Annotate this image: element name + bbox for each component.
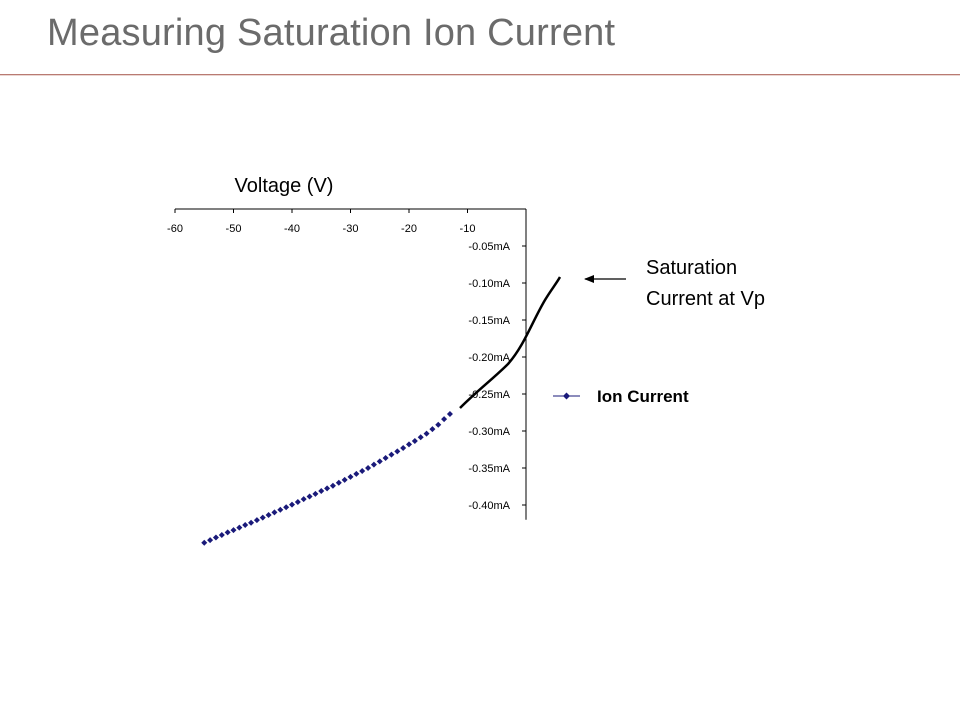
data-point	[259, 514, 266, 521]
x-tick-label: -40	[284, 223, 300, 235]
data-point	[406, 441, 412, 448]
data-point	[388, 451, 395, 458]
data-point	[382, 455, 389, 462]
data-point	[294, 499, 301, 506]
legend-diamond-icon	[563, 392, 570, 400]
series-ion-current	[201, 410, 453, 546]
data-point	[324, 485, 331, 492]
y-tick-label: -0.10mA	[468, 278, 510, 290]
data-point	[347, 473, 354, 480]
x-tick-label: -10	[460, 223, 476, 235]
title-divider	[0, 74, 960, 75]
data-point	[353, 470, 360, 477]
data-point	[212, 534, 219, 541]
data-point	[242, 521, 249, 528]
axes: -60 -50 -40 -30 -20 -10 -0.05mA -0.10mA -0.15mA -…	[167, 208, 527, 520]
x-tick-label: -30	[343, 223, 359, 235]
data-point	[224, 529, 231, 536]
data-point	[441, 416, 448, 423]
y-tick-label: -0.35mA	[468, 463, 510, 475]
data-point	[329, 482, 336, 489]
y-tick-label: -0.20mA	[468, 352, 510, 364]
slide-title: Measuring Saturation Ion Current	[47, 12, 616, 54]
data-point	[318, 487, 325, 494]
data-point	[359, 467, 366, 474]
data-point	[236, 524, 243, 531]
y-tick-label: -0.15mA	[468, 315, 510, 327]
data-point	[306, 493, 313, 500]
data-point	[283, 504, 290, 511]
data-point	[435, 421, 442, 428]
x-tick-label: -60	[167, 223, 183, 235]
x-tick-label: -50	[226, 223, 242, 235]
y-tick-label: -0.40mA	[468, 500, 510, 512]
title-divider-shadow	[0, 75, 960, 76]
annotation-line-2: Current at Vp	[646, 288, 765, 310]
data-point	[376, 458, 383, 465]
annotation-layer	[459, 275, 626, 409]
data-point	[265, 511, 272, 518]
data-point	[446, 410, 453, 417]
x-axis-title: Voltage (V)	[235, 175, 334, 197]
data-point	[300, 496, 307, 503]
data-point	[271, 509, 278, 516]
data-point	[277, 506, 284, 513]
data-point	[394, 448, 401, 455]
annotation-line-1: Saturation	[646, 257, 737, 279]
data-point	[248, 519, 255, 526]
saturation-fit-curve	[459, 276, 562, 409]
series-layer	[201, 410, 453, 546]
data-point	[370, 461, 377, 468]
x-tick-label: -20	[401, 223, 417, 235]
y-tick-label: -0.30mA	[468, 426, 510, 438]
y-tick-label: -0.25mA	[468, 389, 510, 401]
legend-label: Ion Current	[597, 387, 689, 406]
data-point	[207, 537, 214, 544]
y-tick-label: -0.05mA	[468, 241, 510, 253]
data-point	[312, 490, 319, 497]
data-point	[230, 527, 237, 534]
data-point	[417, 434, 424, 441]
data-point	[341, 476, 348, 483]
data-point	[289, 501, 295, 508]
data-point	[218, 531, 225, 538]
data-point	[400, 445, 407, 452]
data-point	[429, 426, 436, 433]
data-point	[335, 479, 342, 486]
data-point	[423, 430, 430, 437]
legend: Ion Current	[553, 387, 689, 406]
data-point	[253, 517, 260, 524]
data-point	[365, 465, 372, 471]
data-point	[201, 539, 208, 546]
data-point	[411, 437, 418, 444]
